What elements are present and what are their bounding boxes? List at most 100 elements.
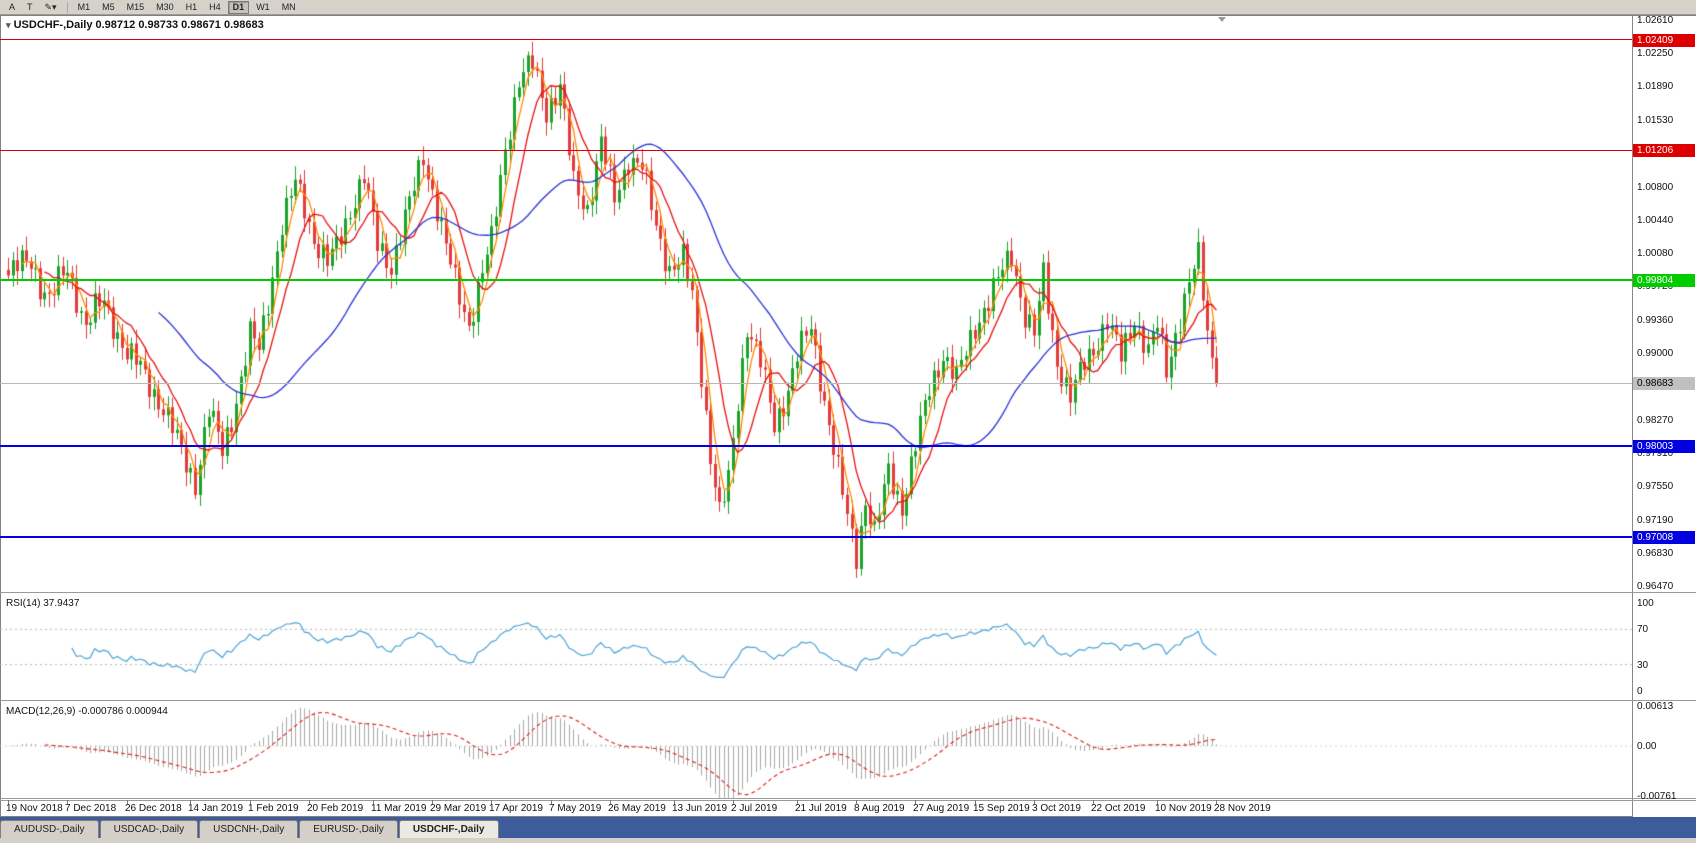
date-axis-tick [250,800,251,804]
date-axis-tick [127,800,128,804]
rsi-axis-tick: 100 [1637,598,1654,609]
date-axis-label: 7 May 2019 [549,803,602,814]
timeframe-button-m1[interactable]: M1 [77,1,91,12]
date-axis-tick [67,800,68,804]
bid-price-badge: 0.98683 [1633,377,1695,390]
level-line-0.99804[interactable] [0,279,1632,281]
level-price-badge: 0.98003 [1633,440,1695,453]
date-axis-label: 29 Mar 2019 [430,803,487,814]
price-axis-tick: 0.97910 [1637,448,1674,459]
chart-tab-eurusd[interactable]: EURUSD-,Daily [299,820,398,838]
date-axis-tick [309,800,310,804]
chart-symbol-label: USDCHF-,Daily [13,19,93,31]
panel-separator-2[interactable] [0,798,1696,799]
date-axis-tick [1093,800,1094,804]
panel-separator-0[interactable] [0,592,1696,593]
macd-axis-tick: 0.00613 [1637,701,1674,712]
level-line-0.97008[interactable] [0,536,1632,538]
level-price-badge: 1.02409 [1633,34,1695,47]
date-axis-label: 26 Dec 2018 [125,803,182,814]
date-axis-label: 10 Nov 2019 [1155,803,1212,814]
price-axis-tick: 0.96470 [1637,581,1674,592]
price-axis-tick: 0.99000 [1637,348,1674,359]
date-axis-label: 17 Apr 2019 [489,803,543,814]
date-axis-tick [975,800,976,804]
cursor-tool-button[interactable]: A [9,1,16,12]
date-axis-label: 19 Nov 2018 [6,803,63,814]
rsi-indicator-value: 37.9437 [43,598,80,609]
level-price-badge: 1.01206 [1633,144,1695,157]
date-axis-label: 20 Feb 2019 [307,803,364,814]
date-axis-tick [610,800,611,804]
date-axis-tick [1034,800,1035,804]
toolbar-separator [66,1,68,13]
rsi-axis-tick: 70 [1637,624,1649,635]
level-line-1.01206[interactable] [0,150,1632,151]
chart-ohlc-values: 0.98712 0.98733 0.98671 0.98683 [95,19,264,31]
date-axis-tick [432,800,433,804]
price-axis-tick: 1.01890 [1637,81,1674,92]
macd-axis-tick: 0.00 [1637,741,1657,752]
date-axis-tick [551,800,552,804]
timeframe-button-h1[interactable]: H1 [185,1,198,12]
date-axis-label: 3 Oct 2019 [1032,803,1081,814]
rsi-axis-tick: 0 [1637,686,1643,697]
date-axis-tick [491,800,492,804]
date-axis-label: 7 Dec 2018 [65,803,117,814]
panel-separator-3[interactable] [0,800,1696,801]
timeframe-button-w1[interactable]: W1 [256,1,270,12]
level-price-badge: 0.97008 [1633,531,1695,544]
date-axis-label: 2 Jul 2019 [731,803,778,814]
date-axis-tick [1157,800,1158,804]
level-line-1.02409[interactable] [0,39,1632,40]
macd-indicator-name: MACD(12,26,9) [6,706,76,717]
bid-price-line [0,383,1632,384]
chart-tab-usdcnh[interactable]: USDCNH-,Daily [199,820,299,838]
timeframe-button-m15[interactable]: M15 [126,1,145,12]
date-axis-label: 11 Mar 2019 [371,803,427,814]
price-axis-tick: 0.97190 [1637,515,1674,526]
chart-tab-audusd[interactable]: AUDUSD-,Daily [0,820,99,838]
timeframe-button-m5[interactable]: M5 [102,1,115,12]
level-line-0.98003[interactable] [0,445,1632,447]
timeframe-button-h4[interactable]: H4 [209,1,221,12]
date-axis-label: 13 Jun 2019 [672,803,728,814]
timeframe-button-m30[interactable]: M30 [156,1,174,12]
price-axis-tick: 0.98270 [1637,415,1674,426]
macd-indicator-values: -0.000786 0.000944 [78,706,168,717]
chart-tab-usdchf[interactable]: USDCHF-,Daily [398,820,499,838]
price-axis-tick: 1.00800 [1637,182,1674,193]
top-toolbar: A T ✎▾ M1 M5 M15 M30 H1 H4 D1 W1 MN [0,0,1696,15]
date-axis-tick [856,800,857,804]
price-axis-tick: 1.02250 [1637,48,1674,59]
macd-panel-label: MACD(12,26,9) -0.000786 0.000944 [6,706,168,717]
date-axis-label: 21 Jul 2019 [795,803,847,814]
rsi-axis-tick: 30 [1637,660,1649,671]
price-axis-tick: 1.00080 [1637,248,1674,259]
date-axis-label: 8 Aug 2019 [854,803,905,814]
date-axis-tick [190,800,191,804]
price-axis-tick: 1.02610 [1637,15,1674,26]
date-axis-label: 15 Sep 2019 [973,803,1030,814]
date-axis-label: 14 Jan 2019 [188,803,244,814]
chart-tab-usdcad[interactable]: USDCAD-,Daily [99,820,199,838]
timeframe-button-d1[interactable]: D1 [227,0,250,14]
macd-axis-tick: -0.00761 [1637,791,1677,802]
price-axis-tick: 1.00440 [1637,215,1674,226]
level-price-badge: 0.99804 [1633,274,1695,287]
date-axis-tick [915,800,916,804]
draw-tool-button[interactable]: ✎▾ [44,1,57,12]
date-axis-tick [8,800,9,804]
panel-separator-1[interactable] [0,700,1696,701]
timeframe-button-mn[interactable]: MN [281,1,296,12]
text-tool-button[interactable]: T [27,1,33,12]
rsi-indicator-name: RSI(14) [6,598,41,609]
price-axis-tick: 1.01530 [1637,115,1674,126]
rsi-panel-label: RSI(14) 37.9437 [6,598,79,609]
chart-tab-bar: AUDUSD-,Daily USDCAD-,Daily USDCNH-,Daily E… [0,817,1696,838]
date-axis-label: 28 Nov 2019 [1214,803,1271,814]
price-axis-tick: 0.99360 [1637,315,1674,326]
price-axis-tick: 0.97550 [1637,481,1674,492]
